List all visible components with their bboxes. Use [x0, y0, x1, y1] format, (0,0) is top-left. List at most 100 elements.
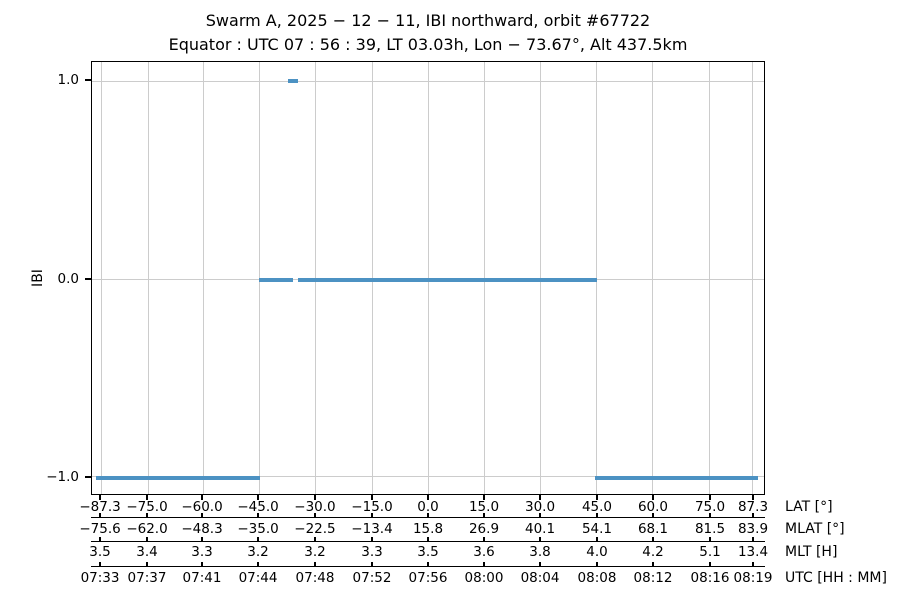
x-tick-label: 83.9 — [737, 521, 769, 537]
x-tick-label: −87.3 — [79, 499, 121, 515]
axis-row-name: MLAT [°] — [785, 521, 845, 537]
x-tick-mark — [652, 495, 654, 500]
x-tick-label: 3.8 — [529, 544, 551, 560]
x-tick-mark — [371, 495, 373, 500]
chart-title: Swarm A, 2025 − 12 − 11, IBI northward, … — [205, 11, 651, 30]
y-tick-mark — [85, 476, 91, 478]
axis-row-tick-mark — [146, 512, 148, 517]
y-tick-label: 1.0 — [57, 72, 79, 88]
axis-row-spine — [91, 541, 765, 543]
x-tick-label: 3.5 — [417, 544, 439, 560]
v-gridline — [752, 62, 754, 494]
x-tick-label: 07:52 — [352, 570, 392, 586]
axis-row-tick-mark — [752, 512, 754, 517]
x-tick-label: 15.0 — [468, 499, 500, 515]
x-tick-label: 08:19 — [733, 570, 773, 586]
ibi-data-segment — [297, 277, 598, 282]
axis-row-name: MLT [H] — [785, 544, 838, 560]
y-tick-label: −1.0 — [46, 468, 79, 485]
x-tick-label: 4.0 — [586, 544, 608, 560]
x-tick-label: 3.2 — [247, 544, 269, 560]
axis-row-tick-mark — [314, 536, 316, 541]
axis-row-tick-mark — [99, 512, 101, 517]
axis-row-tick-mark — [99, 561, 101, 566]
x-tick-label: −30.0 — [294, 499, 336, 515]
axis-row-tick-mark — [314, 512, 316, 517]
x-tick-label: 5.1 — [699, 544, 721, 560]
y-tick-mark — [85, 79, 91, 81]
axis-row-tick-mark — [539, 561, 541, 566]
x-tick-mark — [427, 495, 429, 500]
x-tick-label: 81.5 — [694, 521, 726, 537]
x-tick-label: 07:41 — [182, 570, 222, 586]
axis-row-tick-mark — [371, 536, 373, 541]
x-tick-label: 08:12 — [633, 570, 673, 586]
x-tick-label: 54.1 — [581, 521, 612, 537]
ibi-data-segment — [594, 475, 758, 480]
axis-row-tick-mark — [539, 536, 541, 541]
axis-row-tick-mark — [146, 536, 148, 541]
axis-row-tick-mark — [427, 536, 429, 541]
x-tick-label: 4.2 — [642, 544, 664, 560]
x-tick-label: 75.0 — [694, 499, 726, 515]
x-tick-label: −60.0 — [181, 499, 223, 515]
axis-row-tick-mark — [652, 561, 654, 566]
axis-row-tick-mark — [709, 561, 711, 566]
x-tick-label: −45.0 — [237, 499, 279, 515]
x-tick-label: 08:16 — [690, 570, 730, 586]
axis-row-tick-mark — [201, 536, 203, 541]
v-gridline — [709, 62, 711, 494]
axis-row-tick-mark — [752, 536, 754, 541]
x-tick-label: 40.1 — [524, 521, 556, 537]
chart-subtitle: Equator : UTC 07 : 56 : 39, LT 03.03h, L… — [168, 35, 688, 54]
ibi-data-segment — [258, 277, 294, 282]
axis-row-tick-mark — [709, 536, 711, 541]
axis-row-tick-mark — [539, 512, 541, 517]
axis-row-name: UTC [HH : MM] — [785, 570, 887, 586]
y-tick-label: 0.0 — [57, 270, 79, 287]
x-tick-label: 3.6 — [473, 544, 495, 560]
x-tick-label: 08:08 — [577, 570, 617, 586]
axis-row-tick-mark — [483, 512, 485, 517]
axis-row-tick-mark — [483, 561, 485, 566]
axis-row-tick-mark — [201, 561, 203, 566]
x-tick-label: 60.0 — [637, 499, 668, 515]
axis-row-tick-mark — [427, 561, 429, 566]
x-tick-label: 3.3 — [361, 544, 383, 560]
x-tick-label: 3.5 — [89, 544, 111, 560]
x-tick-mark — [146, 495, 148, 500]
x-tick-label: 30.0 — [524, 499, 556, 515]
x-tick-label: 08:00 — [464, 570, 504, 586]
axis-row-name: LAT [°] — [785, 499, 833, 515]
axis-row-tick-mark — [257, 536, 259, 541]
x-tick-mark — [314, 495, 316, 500]
axis-row-tick-mark — [483, 536, 485, 541]
x-tick-label: −13.4 — [351, 521, 393, 537]
x-tick-label: 07:44 — [238, 570, 278, 586]
axis-row-tick-mark — [709, 512, 711, 517]
x-tick-mark — [539, 495, 541, 500]
x-tick-mark — [99, 495, 101, 500]
ibi-data-segment — [288, 79, 299, 83]
y-tick-mark — [85, 278, 91, 280]
x-tick-label: −48.3 — [181, 521, 223, 537]
axis-row-tick-mark — [257, 561, 259, 566]
x-tick-label: 26.9 — [468, 521, 500, 537]
axis-row-tick-mark — [596, 512, 598, 517]
x-tick-label: 3.3 — [191, 544, 213, 560]
axis-row-tick-mark — [99, 536, 101, 541]
axis-row-tick-mark — [652, 536, 654, 541]
axis-row-tick-mark — [427, 512, 429, 517]
axis-row-spine — [91, 566, 765, 568]
x-tick-label: 07:48 — [295, 570, 335, 586]
x-tick-label: −62.0 — [126, 521, 168, 537]
x-tick-label: 68.1 — [637, 521, 668, 537]
x-tick-mark — [257, 495, 259, 500]
ibi-data-segment — [96, 475, 260, 480]
h-gridline — [92, 476, 764, 478]
x-tick-label: 3.2 — [304, 544, 326, 560]
x-tick-label: 0.0 — [417, 499, 439, 515]
x-tick-label: 15.8 — [412, 521, 444, 537]
v-gridline — [202, 62, 204, 494]
